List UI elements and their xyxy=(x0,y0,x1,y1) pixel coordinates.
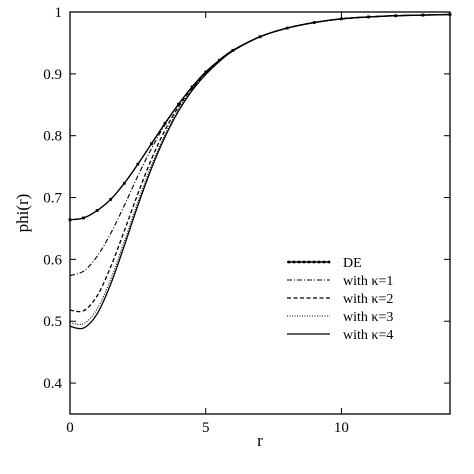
plot-frame xyxy=(69,11,451,415)
legend-marker-0 xyxy=(322,260,326,264)
series-marker-0 xyxy=(95,209,99,212)
legend-marker-0 xyxy=(312,260,316,264)
legend-label-0: DE xyxy=(343,256,362,271)
x-axis-label: r xyxy=(257,431,263,450)
legend-label-3: with κ=3 xyxy=(343,310,393,325)
series-marker-0 xyxy=(150,142,153,146)
legend-marker-0 xyxy=(292,260,296,264)
ticks-layer: 0 5 10 0.4 0.5 0.6 0.7 0.8 0.9 1 xyxy=(43,5,450,436)
legend-marker-0 xyxy=(302,260,306,264)
y-tick-label: 0.7 xyxy=(43,191,62,207)
series-marker-0 xyxy=(82,216,85,220)
series-line-3 xyxy=(69,13,451,326)
y-tick-label: 0.6 xyxy=(43,252,62,268)
legend-label-1: with κ=1 xyxy=(343,274,393,289)
series-line-4 xyxy=(69,13,451,330)
legend-marker-0 xyxy=(327,260,331,264)
legend-marker-0 xyxy=(317,260,321,264)
series-line-2 xyxy=(69,13,451,313)
legend-label-4: with κ=4 xyxy=(343,328,393,343)
series-marker-0 xyxy=(204,70,208,74)
x-tick-label: 5 xyxy=(202,420,210,436)
y-tick-label: 0.8 xyxy=(43,129,62,145)
y-axis-label: phi(r) xyxy=(13,194,32,233)
legend-marker-0 xyxy=(307,260,311,264)
legend-marker-0 xyxy=(297,260,301,264)
y-tick-label: 0.4 xyxy=(43,376,62,392)
series-layer xyxy=(68,13,452,330)
y-tick-label: 1 xyxy=(55,5,63,21)
x-tick-label: 0 xyxy=(66,420,74,436)
legend-label-2: with κ=2 xyxy=(343,292,393,307)
legend: DE with κ=1 with κ=2 with κ=3 with κ=4 xyxy=(287,256,393,343)
series-marker-0 xyxy=(136,162,140,166)
x-tick-label: 10 xyxy=(334,420,349,436)
y-tick-label: 0.5 xyxy=(43,314,62,330)
series-line-0 xyxy=(69,13,451,221)
series-marker-0 xyxy=(109,197,113,201)
series-marker-0 xyxy=(163,121,167,125)
legend-marker-0 xyxy=(287,260,291,264)
series-marker-0 xyxy=(190,85,194,89)
y-tick-label: 0.9 xyxy=(43,67,62,83)
series-marker-0 xyxy=(122,181,126,185)
